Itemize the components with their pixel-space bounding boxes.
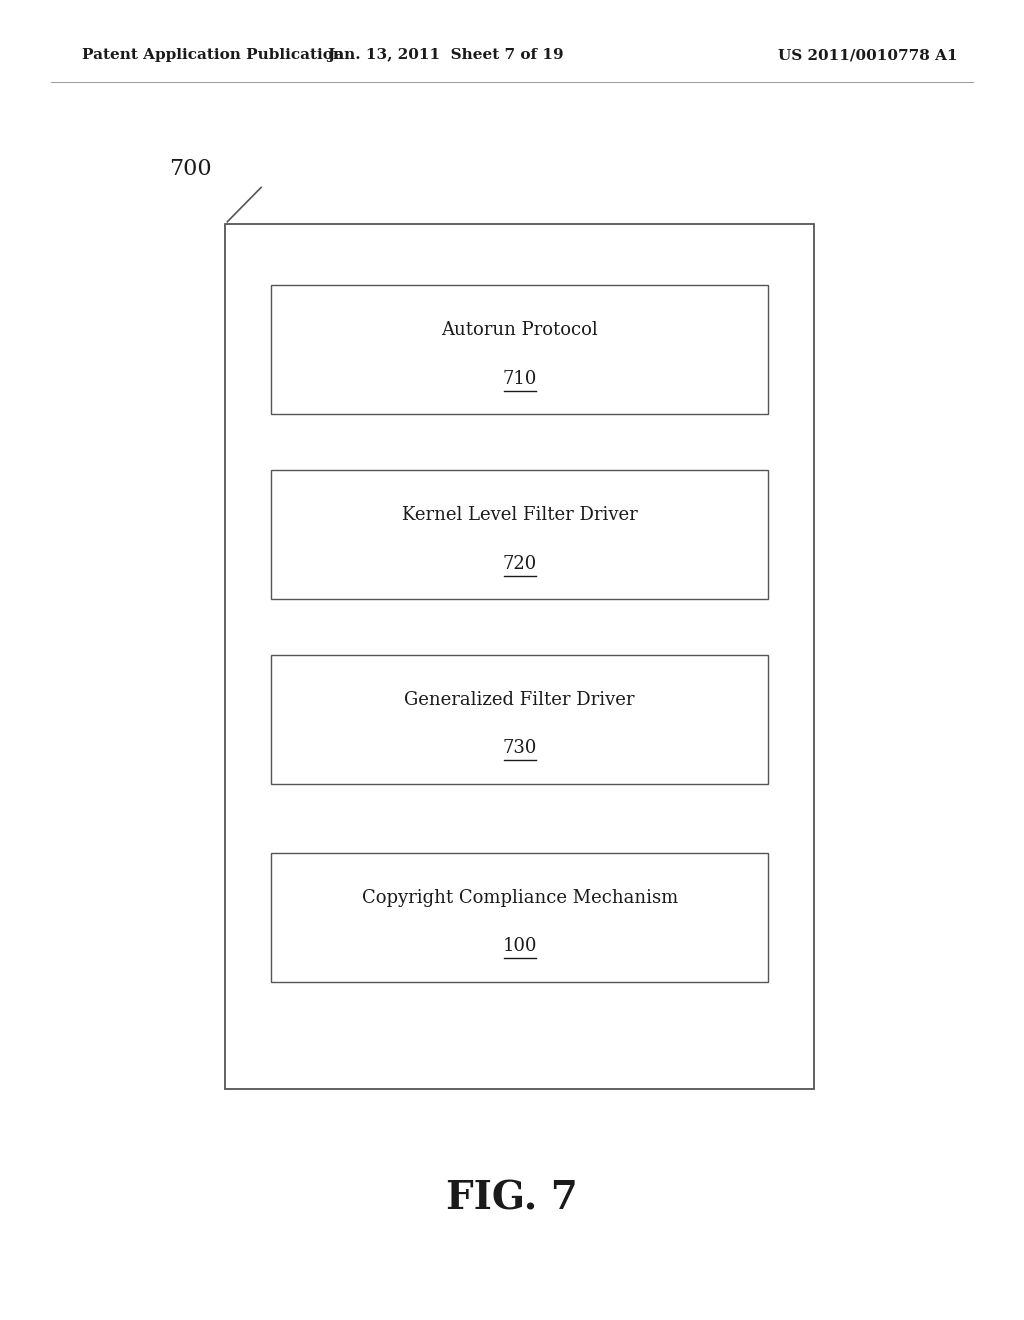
Bar <box>271 655 768 784</box>
Bar <box>271 285 768 414</box>
Text: 100: 100 <box>503 937 537 956</box>
Text: US 2011/0010778 A1: US 2011/0010778 A1 <box>778 49 957 62</box>
Text: FIG. 7: FIG. 7 <box>446 1180 578 1217</box>
Text: Kernel Level Filter Driver: Kernel Level Filter Driver <box>401 506 638 524</box>
Bar <box>271 853 768 982</box>
Text: Generalized Filter Driver: Generalized Filter Driver <box>404 690 635 709</box>
Text: 720: 720 <box>503 554 537 573</box>
Text: 700: 700 <box>169 158 212 180</box>
Text: Copyright Compliance Mechanism: Copyright Compliance Mechanism <box>361 888 678 907</box>
Bar <box>225 224 814 1089</box>
Bar <box>271 470 768 599</box>
Text: Jan. 13, 2011  Sheet 7 of 19: Jan. 13, 2011 Sheet 7 of 19 <box>327 49 564 62</box>
Text: Autorun Protocol: Autorun Protocol <box>441 321 598 339</box>
Text: Patent Application Publication: Patent Application Publication <box>82 49 344 62</box>
Text: 710: 710 <box>503 370 537 388</box>
Text: 730: 730 <box>503 739 537 758</box>
